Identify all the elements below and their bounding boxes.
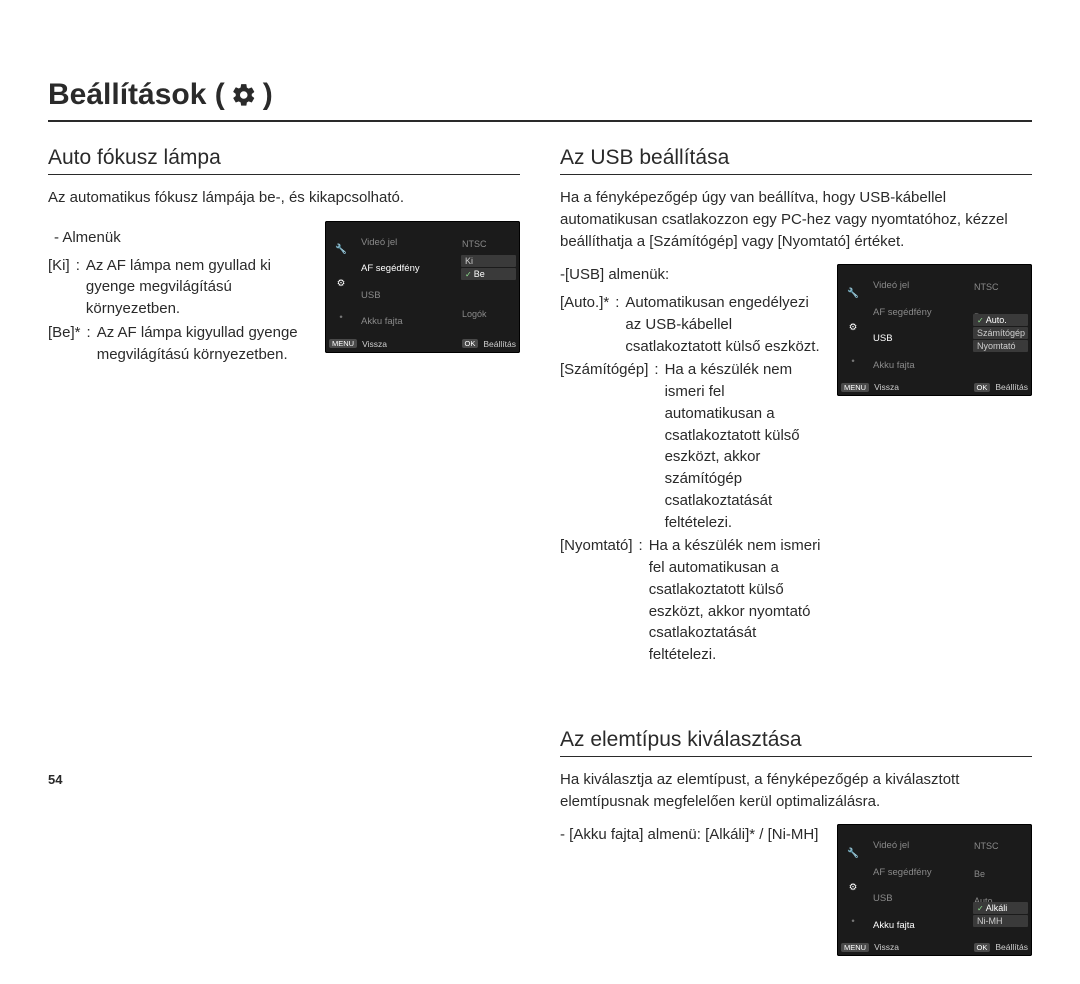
lcd-right-val: Logók: [462, 309, 514, 319]
lcd-menu-item: Akku fajta: [869, 919, 970, 932]
section1-def-list: [Ki] : Az AF lámpa nem gyullad ki gyenge…: [48, 255, 311, 366]
def-sep: :: [87, 322, 97, 366]
lcd-menu-item: USB: [357, 289, 458, 302]
lcd-menu-item: USB: [869, 892, 970, 905]
lcd-menu-item: Videó jel: [869, 839, 970, 852]
section3-submenu-label: - [Akku fajta] almenü: [Alkáli]* / [Ni-M…: [560, 824, 823, 846]
lcd-menu-item: Akku fajta: [869, 359, 970, 372]
dot-icon: •: [851, 916, 854, 927]
section2-submenu-label: -[USB] almenük:: [560, 264, 823, 286]
lcd-screenshot-af: 🔧 ⚙ • Videó jel AF segédfény USB Akku fa…: [325, 221, 520, 353]
lcd-footer-btn: MENU: [841, 943, 869, 952]
def-key: [Be]*: [48, 322, 87, 366]
wrench-icon: 🔧: [847, 288, 859, 299]
def-sep: :: [639, 535, 649, 666]
lcd-menu-item: Akku fajta: [357, 315, 458, 328]
lcd-popup-item: Alkáli: [973, 902, 1028, 914]
wrench-icon: 🔧: [847, 848, 859, 859]
wrench-icon: 🔧: [335, 244, 347, 255]
def-key: [Auto.]*: [560, 292, 615, 357]
page-number: 54: [48, 772, 62, 787]
gear-icon: ⚙: [849, 882, 858, 893]
gear-icon: ⚙: [849, 322, 858, 333]
lcd-right-val: NTSC: [974, 282, 1026, 292]
dot-icon: •: [339, 312, 342, 323]
lcd-popup-item: Nyomtató: [973, 340, 1028, 352]
lcd-menu-item: USB: [869, 332, 970, 345]
section2-title: Az USB beállítása: [560, 146, 1032, 175]
lcd-footer-btn: MENU: [329, 339, 357, 348]
lcd-menu-item: Videó jel: [357, 236, 458, 249]
section1-submenu-label: - Almenük: [54, 227, 311, 249]
def-val: Ha a készülék nem ismeri fel automatikus…: [649, 535, 823, 666]
section1-intro: Az automatikus fókusz lámpája be-, és ki…: [48, 187, 520, 209]
lcd-footer-btn: OK: [462, 339, 479, 348]
lcd-screenshot-battery: 🔧 ⚙ • Videó jel AF segédfény USB Akku fa…: [837, 824, 1032, 956]
lcd-popup-item: Be: [461, 268, 516, 280]
lcd-footer-btn: MENU: [841, 383, 869, 392]
lcd-footer-btn: OK: [974, 383, 991, 392]
def-key: [Számítógép]: [560, 359, 654, 533]
page-title: Beállítások ( ): [48, 78, 1032, 122]
lcd-right-val: NTSC: [974, 841, 1026, 851]
list-item: [Számítógép] : Ha a készülék nem ismeri …: [560, 359, 823, 533]
section1-title: Auto fókusz lámpa: [48, 146, 520, 175]
page-title-suffix: ): [263, 78, 273, 112]
lcd-footer-text: Beállítás: [483, 339, 516, 349]
def-sep: :: [76, 255, 86, 320]
lcd-popup-item: Auto.: [973, 314, 1028, 326]
def-val: Automatikusan engedélyezi az USB-kábelle…: [625, 292, 823, 357]
list-item: [Nyomtató] : Ha a készülék nem ismeri fe…: [560, 535, 823, 666]
lcd-menu-item: AF segédfény: [869, 306, 970, 319]
def-sep: :: [654, 359, 664, 533]
list-item: [Auto.]* : Automatikusan engedélyezi az …: [560, 292, 823, 357]
section2-def-list: [Auto.]* : Automatikusan engedélyezi az …: [560, 292, 823, 666]
dot-icon: •: [851, 356, 854, 367]
def-val: Az AF lámpa kigyullad gyenge megvilágítá…: [97, 322, 311, 366]
lcd-footer-text: Vissza: [362, 339, 387, 349]
lcd-footer-text: Beállítás: [995, 382, 1028, 392]
def-key: [Nyomtató]: [560, 535, 639, 666]
def-val: Ha a készülék nem ismeri fel automatikus…: [665, 359, 823, 533]
lcd-right-val: Be: [974, 869, 1026, 879]
lcd-right-val: NTSC: [462, 239, 514, 249]
lcd-popup-item: Számítógép: [973, 327, 1028, 339]
list-item: [Be]* : Az AF lámpa kigyullad gyenge meg…: [48, 322, 311, 366]
list-item: [Ki] : Az AF lámpa nem gyullad ki gyenge…: [48, 255, 311, 320]
gear-icon: [231, 82, 257, 108]
def-key: [Ki]: [48, 255, 76, 320]
page-title-prefix: Beállítások (: [48, 78, 225, 112]
lcd-menu-item: Videó jel: [869, 279, 970, 292]
lcd-menu-item: AF segédfény: [869, 866, 970, 879]
lcd-popup-item: Ni-MH: [973, 915, 1028, 927]
lcd-footer-text: Beállítás: [995, 942, 1028, 952]
def-sep: :: [615, 292, 625, 357]
section3-title: Az elemtípus kiválasztása: [560, 728, 1032, 757]
lcd-footer-btn: OK: [974, 943, 991, 952]
lcd-screenshot-usb: 🔧 ⚙ • Videó jel AF segédfény USB Akku fa…: [837, 264, 1032, 396]
lcd-footer-text: Vissza: [874, 382, 899, 392]
section2-intro: Ha a fényképezőgép úgy van beállítva, ho…: [560, 187, 1032, 252]
lcd-footer-text: Vissza: [874, 942, 899, 952]
def-val: Az AF lámpa nem gyullad ki gyenge megvil…: [86, 255, 311, 320]
section3-intro: Ha kiválasztja az elemtípust, a fényképe…: [560, 769, 1032, 813]
lcd-menu-item: AF segédfény: [357, 262, 458, 275]
lcd-popup-item: Ki: [461, 255, 516, 267]
gear-icon: ⚙: [337, 278, 346, 289]
